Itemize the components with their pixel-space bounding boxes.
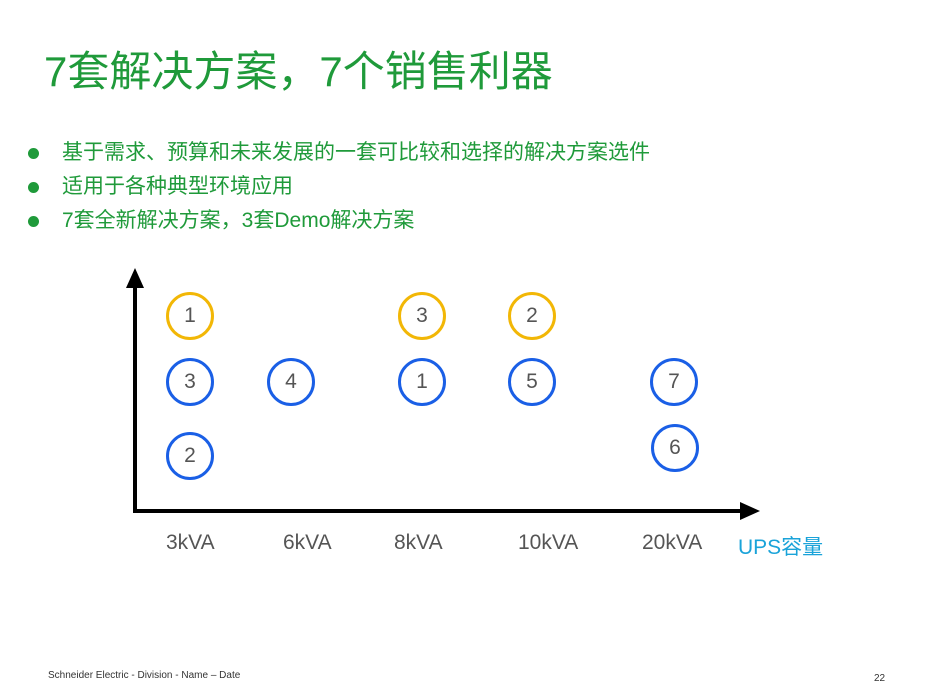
- solution-circle: 3: [166, 358, 214, 406]
- page-number: 22: [874, 673, 886, 684]
- x-axis-label: 3kVA: [166, 531, 215, 554]
- footer-text: Schneider Electric - Division - Name – D…: [48, 670, 241, 681]
- bullet-list: 基于需求、预算和未来发展的一套可比较和选择的解决方案选件 适用于各种典型环境应用…: [28, 138, 650, 240]
- x-axis-arrow-icon: [740, 502, 760, 520]
- y-axis-arrow-icon: [126, 268, 144, 288]
- x-axis-title: UPS容量: [738, 536, 824, 559]
- solution-circle: 1: [398, 358, 446, 406]
- solution-circle: 2: [166, 432, 214, 480]
- demo-solution-circle: 2: [508, 292, 556, 340]
- bullet-item: 7套全新解决方案，3套Demo解决方案: [28, 206, 650, 240]
- x-axis-label: 20kVA: [642, 531, 703, 554]
- solution-circle: 5: [508, 358, 556, 406]
- demo-solution-circle: 3: [398, 292, 446, 340]
- bullet-item: 基于需求、预算和未来发展的一套可比较和选择的解决方案选件: [28, 138, 650, 172]
- solution-circle: 7: [650, 358, 698, 406]
- x-axis-label: 6kVA: [283, 531, 332, 554]
- demo-solution-circle: 1: [166, 292, 214, 340]
- x-axis-label: 8kVA: [394, 531, 443, 554]
- bullet-item: 适用于各种典型环境应用: [28, 172, 650, 206]
- solution-circle: 6: [651, 424, 699, 472]
- slide-title: 7套解决方案，7个销售利器: [44, 48, 553, 95]
- x-axis-label: 10kVA: [518, 531, 579, 554]
- solution-circle: 4: [267, 358, 315, 406]
